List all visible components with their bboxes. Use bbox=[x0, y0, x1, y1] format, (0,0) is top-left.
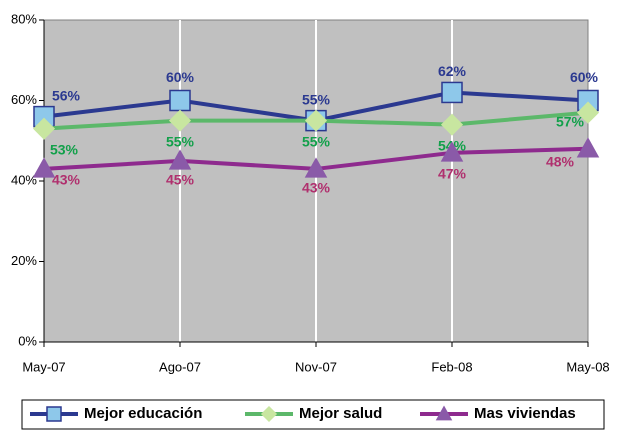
x-tick-label: May-07 bbox=[22, 359, 65, 374]
marker bbox=[168, 149, 192, 170]
y-tick-label: 20% bbox=[11, 253, 37, 268]
marker bbox=[304, 109, 328, 132]
data-label: 55% bbox=[302, 91, 331, 107]
marker bbox=[304, 157, 328, 178]
data-label: 48% bbox=[546, 154, 575, 170]
legend-label: Mas viviendas bbox=[474, 405, 576, 422]
marker bbox=[169, 89, 191, 112]
x-tick-label: Nov-07 bbox=[295, 359, 337, 374]
y-tick-label: 0% bbox=[18, 333, 37, 348]
data-label: 62% bbox=[438, 63, 467, 79]
data-label: 57% bbox=[556, 113, 585, 129]
marker bbox=[576, 137, 600, 158]
data-label: 56% bbox=[52, 87, 81, 103]
marker bbox=[260, 405, 278, 423]
y-tick-label: 80% bbox=[11, 11, 37, 26]
data-label: 55% bbox=[166, 133, 195, 149]
data-label: 53% bbox=[50, 141, 79, 157]
data-label: 47% bbox=[438, 166, 467, 182]
data-label: 45% bbox=[166, 172, 195, 188]
x-tick-label: Feb-08 bbox=[431, 359, 472, 374]
legend-label: Mejor salud bbox=[299, 405, 382, 422]
marker bbox=[32, 157, 56, 178]
marker bbox=[46, 406, 62, 422]
marker bbox=[440, 113, 464, 136]
marker bbox=[441, 81, 463, 104]
y-tick-label: 60% bbox=[11, 92, 37, 107]
data-label: 43% bbox=[302, 180, 331, 196]
marker bbox=[440, 141, 464, 162]
x-tick-label: May-08 bbox=[566, 359, 609, 374]
marker bbox=[32, 117, 56, 140]
legend-box bbox=[21, 399, 605, 430]
data-label: 55% bbox=[302, 133, 331, 149]
data-label: 60% bbox=[570, 69, 599, 85]
data-label: 43% bbox=[52, 172, 81, 188]
data-label: 60% bbox=[166, 69, 195, 85]
marker bbox=[435, 405, 453, 421]
marker bbox=[168, 109, 192, 132]
marker bbox=[576, 101, 600, 124]
x-tick-label: Ago-07 bbox=[159, 359, 201, 374]
y-tick-label: 40% bbox=[11, 172, 37, 187]
legend-label: Mejor educación bbox=[84, 405, 202, 422]
